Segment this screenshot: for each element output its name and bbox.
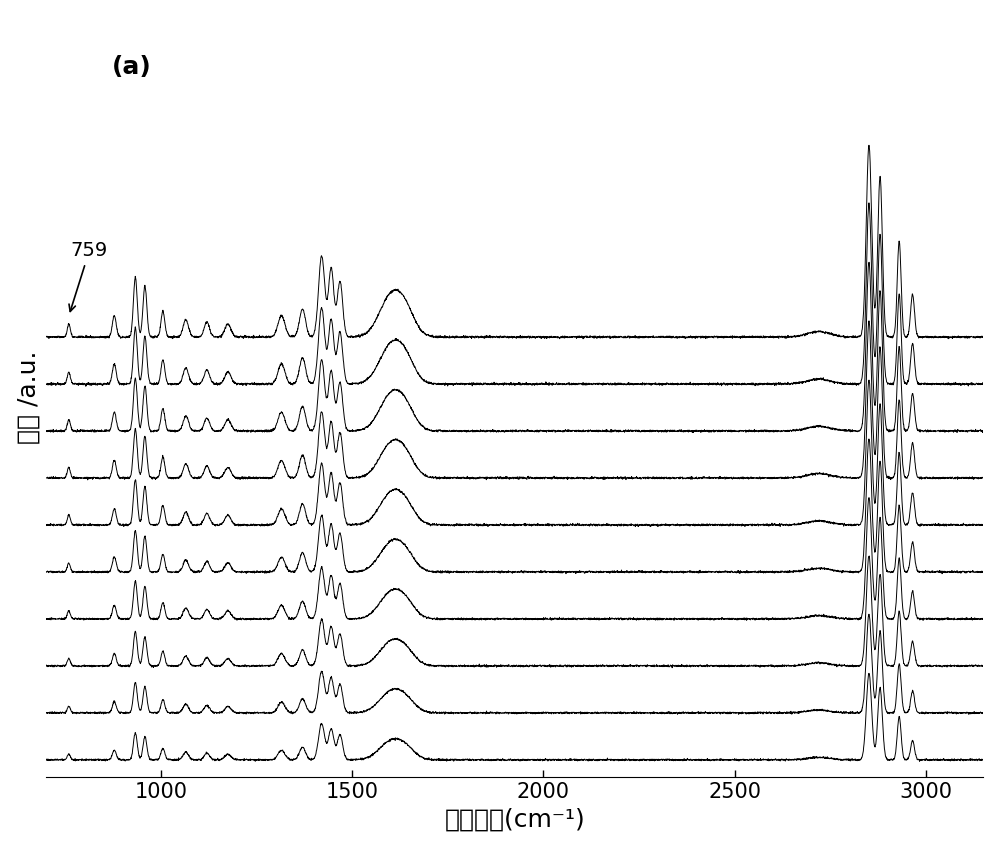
X-axis label: 拉曼位移(cm⁻¹): 拉曼位移(cm⁻¹) (444, 807, 585, 831)
Text: (a): (a) (112, 54, 152, 79)
Y-axis label: 强度 /a.u.: 强度 /a.u. (17, 350, 41, 444)
Text: 759: 759 (69, 242, 108, 311)
